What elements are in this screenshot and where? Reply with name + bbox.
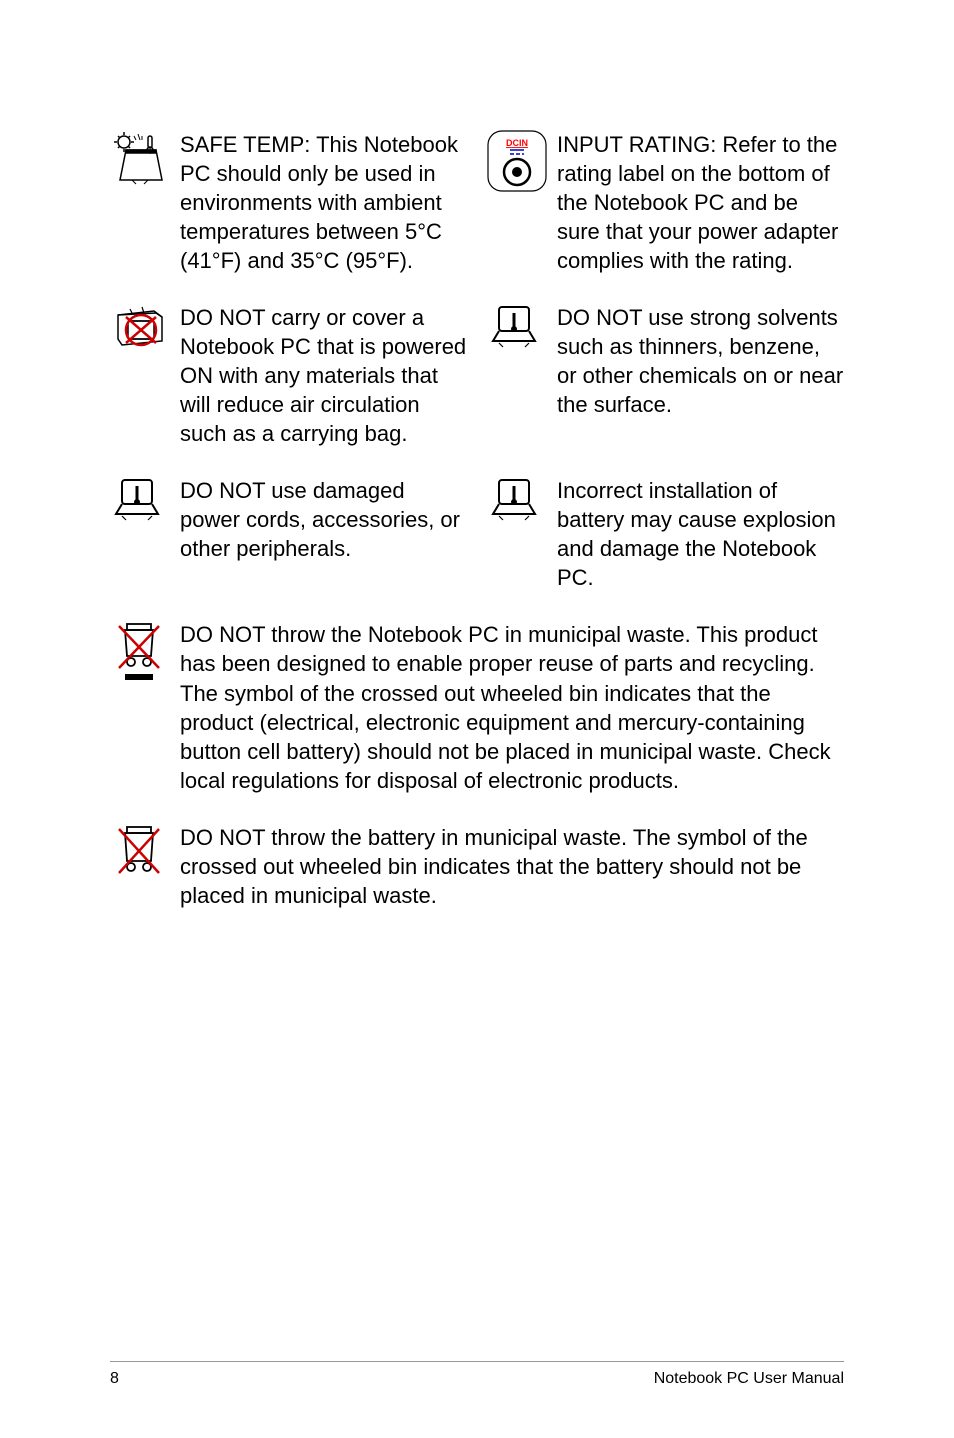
page-number: 8 <box>110 1370 119 1388</box>
input-rating-text: INPUT RATING: Refer to the rating label … <box>557 130 844 275</box>
input-rating-icon: DCIN <box>487 130 547 275</box>
damaged-cords-text: DO NOT use damaged power cords, accessor… <box>180 476 467 592</box>
weee-pc-text: DO NOT throw the Notebook PC in municipa… <box>180 620 844 794</box>
col-right: DO NOT use strong solvents such as thinn… <box>487 303 844 448</box>
row-3: DO NOT use damaged power cords, accessor… <box>110 476 844 592</box>
page-footer: 8 Notebook PC User Manual <box>110 1361 844 1388</box>
col-right: Incorrect installation of battery may ca… <box>487 476 844 592</box>
row-4: DO NOT throw the Notebook PC in municipa… <box>110 620 844 794</box>
col-left: DO NOT use damaged power cords, accessor… <box>110 476 467 592</box>
carry-cover-text: DO NOT carry or cover a Notebook PC that… <box>180 303 467 448</box>
col-left: DO NOT carry or cover a Notebook PC that… <box>110 303 467 448</box>
carry-cover-icon <box>110 303 170 448</box>
row-5: DO NOT throw the battery in municipal wa… <box>110 823 844 910</box>
solvents-text: DO NOT use strong solvents such as thinn… <box>557 303 844 448</box>
svg-text:DCIN: DCIN <box>506 138 528 148</box>
weee-battery-icon <box>110 823 170 910</box>
safe-temp-text: SAFE TEMP: This Notebook PC should only … <box>180 130 467 275</box>
battery-install-icon <box>487 476 547 592</box>
col-right: DCIN INPUT RATING: Refer to the rating l… <box>487 130 844 275</box>
row-1: SAFE TEMP: This Notebook PC should only … <box>110 130 844 275</box>
battery-install-text: Incorrect installation of battery may ca… <box>557 476 844 592</box>
weee-battery-text: DO NOT throw the battery in municipal wa… <box>180 823 844 910</box>
damaged-cords-icon <box>110 476 170 592</box>
footer-title: Notebook PC User Manual <box>654 1370 844 1388</box>
safe-temp-icon <box>110 130 170 275</box>
row-2: DO NOT carry or cover a Notebook PC that… <box>110 303 844 448</box>
solvents-icon <box>487 303 547 448</box>
col-left: SAFE TEMP: This Notebook PC should only … <box>110 130 467 275</box>
weee-pc-icon <box>110 620 170 794</box>
